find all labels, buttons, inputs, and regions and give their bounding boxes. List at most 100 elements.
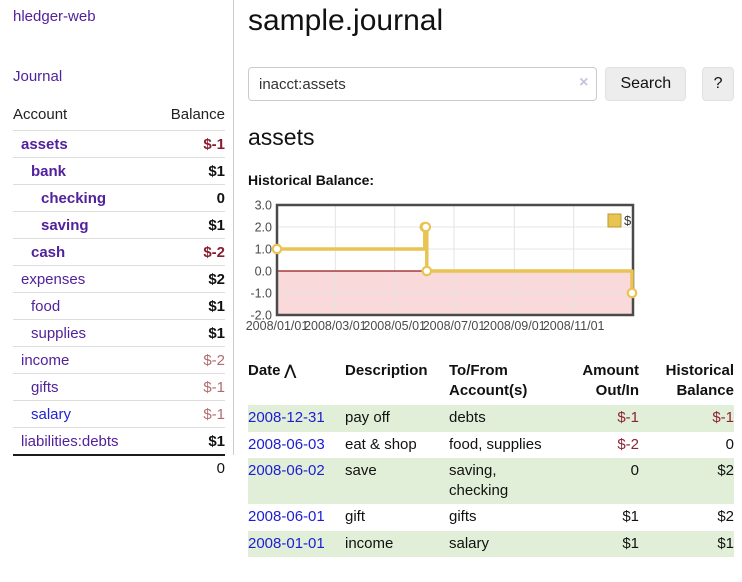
transaction-date: 2008-06-03 <box>248 432 345 459</box>
account-row: saving $1 <box>13 211 225 239</box>
sidebar-account-income[interactable]: income <box>21 352 70 369</box>
account-balance: $-1 <box>203 379 225 396</box>
account-balance: $-1 <box>203 406 225 423</box>
chart-title: Historical Balance: <box>248 172 375 188</box>
plot-border <box>275 203 635 317</box>
x-axis-tick-label: 2008/03/01 <box>304 319 367 333</box>
sidebar-account-food[interactable]: food <box>31 298 61 315</box>
transaction-description: income <box>345 534 394 552</box>
account-balance: $1 <box>208 217 225 234</box>
transaction-date-link[interactable]: 2008-06-03 <box>248 435 325 453</box>
sidebar-account-cash[interactable]: cash <box>31 244 66 261</box>
transaction-date-link[interactable]: 2008-06-02 <box>248 462 325 479</box>
account-balance: $2 <box>208 271 225 288</box>
y-axis-tick-label: -2.0 <box>250 309 272 323</box>
register-row: 2008-06-01 gift gifts $1 $2 <box>248 504 734 531</box>
transaction-date: 2008-12-31 <box>248 405 345 432</box>
account-balance: $1 <box>208 325 225 342</box>
data-point-marker <box>420 221 432 233</box>
y-axis-tick-label: 1.0 <box>255 243 272 257</box>
account-balance: $-2 <box>203 352 225 369</box>
register-row: 2008-12-31 pay off debts $-1 $-1 <box>248 405 734 432</box>
transaction-date-link[interactable]: 2008-01-01 <box>248 534 325 552</box>
register-table: Date ⋀ Description To/From Account(s) Amo… <box>248 359 734 557</box>
account-balance: $1 <box>208 433 225 450</box>
register-header-date[interactable]: Date ⋀ <box>248 362 296 379</box>
account-row: checking 0 <box>13 184 225 212</box>
accounts-header-balance: Balance <box>170 106 225 123</box>
register-header-description[interactable]: Description <box>345 362 428 379</box>
transaction-accounts: debts <box>449 409 486 426</box>
transaction-balance: $2 <box>717 508 734 525</box>
transaction-balance: $1 <box>717 534 734 552</box>
y-axis-tick-label: 3.0 <box>255 199 272 213</box>
register-header-balance[interactable]: Historical Balance <box>665 362 734 399</box>
x-axis-tick-label: 2008/07/01 <box>423 319 486 333</box>
account-row: income $-2 <box>13 346 225 374</box>
sidebar-account-checking[interactable]: checking <box>41 190 107 207</box>
account-row: salary $-1 <box>13 400 225 428</box>
account-row: bank $1 <box>13 157 225 185</box>
y-axis-tick-label: 2.0 <box>255 221 272 235</box>
transaction-amount: 0 <box>630 462 639 479</box>
search-form: × Search ? <box>248 67 734 101</box>
transaction-balance: 0 <box>725 435 734 453</box>
clear-search-icon[interactable]: × <box>579 74 589 91</box>
account-balance: $1 <box>208 163 225 180</box>
transaction-date: 2008-06-02 <box>248 458 345 504</box>
transaction-amount: $1 <box>622 534 639 552</box>
account-row: liabilities:debts $1 <box>13 427 225 455</box>
account-balance: 0 <box>216 190 225 207</box>
search-input[interactable] <box>248 67 598 101</box>
register-header-amount[interactable]: Amount Out/In <box>582 362 639 399</box>
transaction-amount: $1 <box>622 508 639 525</box>
transaction-accounts: saving, checking <box>449 462 509 499</box>
search-button[interactable]: Search <box>605 67 687 101</box>
sidebar-account-gifts[interactable]: gifts <box>31 379 59 396</box>
sidebar-account-liabilities-debts[interactable]: liabilities:debts <box>21 433 119 450</box>
main-content: sample.journal × Search ? assets Histori… <box>246 0 734 557</box>
sidebar-account-supplies[interactable]: supplies <box>31 325 87 342</box>
help-button[interactable]: ? <box>702 67 734 101</box>
account-row: assets $-1 <box>13 130 225 158</box>
sidebar-account-saving[interactable]: saving <box>41 217 89 234</box>
transaction-balance: $-1 <box>712 409 734 426</box>
y-axis-tick-label: -1.0 <box>250 287 272 301</box>
transaction-accounts: gifts <box>449 508 477 525</box>
transaction-description: pay off <box>345 409 390 426</box>
accounts-header-account: Account <box>13 106 68 123</box>
accounts-total-row: 0 <box>13 454 225 480</box>
account-balance: $-1 <box>203 136 225 153</box>
transaction-accounts: food, supplies <box>449 435 542 453</box>
transaction-date: 2008-01-01 <box>248 531 345 558</box>
register-row: 2008-06-03 eat & shop food, supplies $-2 0 <box>248 432 734 459</box>
sidebar-divider <box>233 0 234 455</box>
sidebar-account-expenses[interactable]: expenses <box>21 271 86 288</box>
transaction-description: save <box>345 462 377 479</box>
historical-balance-chart: $3.0 2.0 1.0 0.0 -1.0 -2.02008/01/012008/03/0… <box>246 199 638 333</box>
transaction-date-link[interactable]: 2008-12-31 <box>248 409 325 426</box>
register-row: 2008-06-02 save saving, checking 0 $2 <box>248 458 734 504</box>
account-balance: $-2 <box>203 244 225 261</box>
account-row: gifts $-1 <box>13 373 225 401</box>
page-title: sample.journal <box>248 4 444 37</box>
register-row: 2008-01-01 income salary $1 $1 <box>248 530 734 558</box>
account-row: cash $-2 <box>13 238 225 266</box>
transaction-description: eat & shop <box>345 435 417 453</box>
transaction-description: gift <box>345 508 366 525</box>
sidebar-account-assets[interactable]: assets <box>21 136 68 153</box>
transaction-balance: $2 <box>717 462 734 479</box>
x-axis-tick-label: 2008/09/01 <box>483 319 546 333</box>
register-header-row: Date ⋀ Description To/From Account(s) Amo… <box>248 359 734 405</box>
account-row: supplies $1 <box>13 319 225 347</box>
data-point-marker <box>626 287 638 299</box>
sidebar-item-journal[interactable]: Journal <box>13 68 63 85</box>
sidebar-account-salary[interactable]: salary <box>31 406 72 423</box>
register-header-accounts[interactable]: To/From Account(s) <box>449 362 528 399</box>
transaction-date: 2008-06-01 <box>248 504 345 531</box>
transaction-date-link[interactable]: 2008-06-01 <box>248 508 325 525</box>
x-axis-tick-label: 2008/11/01 <box>543 319 605 333</box>
brand-link[interactable]: hledger-web <box>13 8 96 25</box>
account-row: food $1 <box>13 292 225 320</box>
sidebar-account-bank[interactable]: bank <box>31 163 67 180</box>
